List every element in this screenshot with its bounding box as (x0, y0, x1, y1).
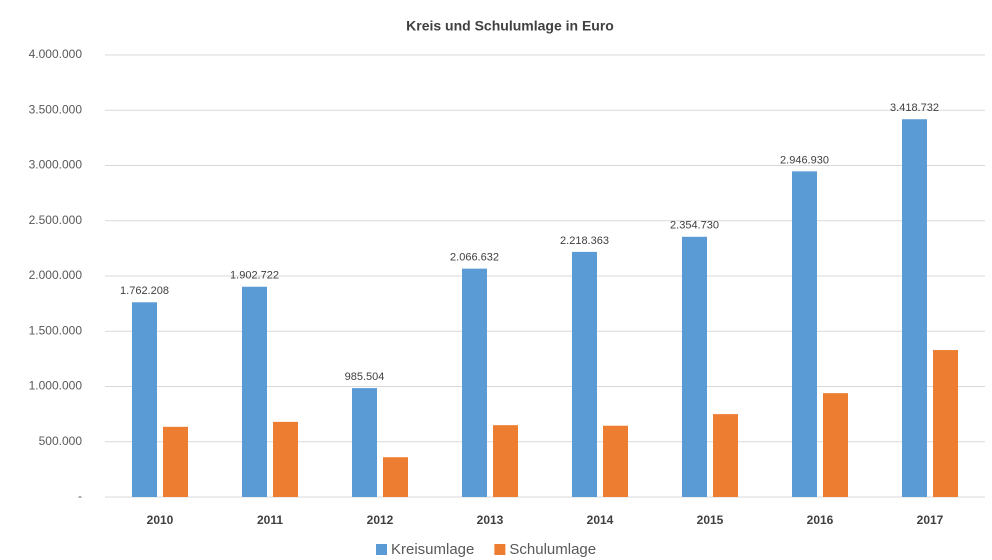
x-tick-label: 2015 (697, 513, 724, 527)
bar (352, 388, 377, 497)
x-tick-label: 2010 (147, 513, 174, 527)
x-tick-label: 2012 (367, 513, 394, 527)
legend-label: Schulumlage (509, 541, 596, 558)
x-tick-label: 2017 (917, 513, 944, 527)
legend-swatch (494, 544, 506, 555)
bar (713, 414, 738, 497)
bar (132, 302, 157, 497)
bar (933, 350, 958, 497)
bar (823, 393, 848, 497)
x-tick-label: 2016 (807, 513, 834, 527)
data-label: 2.354.730 (670, 220, 719, 232)
bar (163, 426, 188, 497)
y-tick-label: 3.500.000 (29, 102, 83, 116)
x-tick-label: 2014 (587, 513, 614, 527)
chart-title: Kreis und Schulumlage in Euro (406, 18, 614, 34)
data-label: 2.066.632 (450, 252, 499, 264)
data-label: 985.504 (345, 371, 385, 383)
legend-swatch (376, 544, 387, 555)
bar (792, 171, 817, 497)
y-tick-label: - (78, 489, 82, 503)
data-label: 2.218.363 (560, 235, 609, 247)
bar (273, 421, 298, 497)
bar (383, 457, 408, 497)
y-tick-label: 1.000.000 (29, 379, 83, 393)
y-tick-label: 3.000.000 (29, 158, 83, 172)
bar (572, 251, 597, 497)
x-tick-label: 2011 (257, 513, 283, 527)
data-label: 3.418.732 (890, 102, 939, 114)
bar (902, 119, 927, 498)
y-tick-label: 500.000 (39, 434, 83, 448)
y-tick-label: 2.000.000 (29, 268, 83, 282)
bar (603, 425, 628, 497)
bar (682, 236, 707, 497)
y-tick-label: 1.500.000 (29, 323, 83, 337)
bar (493, 425, 518, 497)
legend-label: Kreisumlage (391, 541, 474, 558)
data-label: 1.762.208 (120, 285, 169, 297)
y-tick-label: 2.500.000 (29, 213, 83, 227)
y-tick-label: 4.000.000 (29, 47, 83, 61)
data-label: 1.902.722 (230, 270, 279, 282)
bar (242, 286, 267, 497)
x-tick-label: 2013 (477, 513, 504, 527)
data-label: 2.946.930 (780, 154, 829, 166)
bar (462, 268, 487, 497)
